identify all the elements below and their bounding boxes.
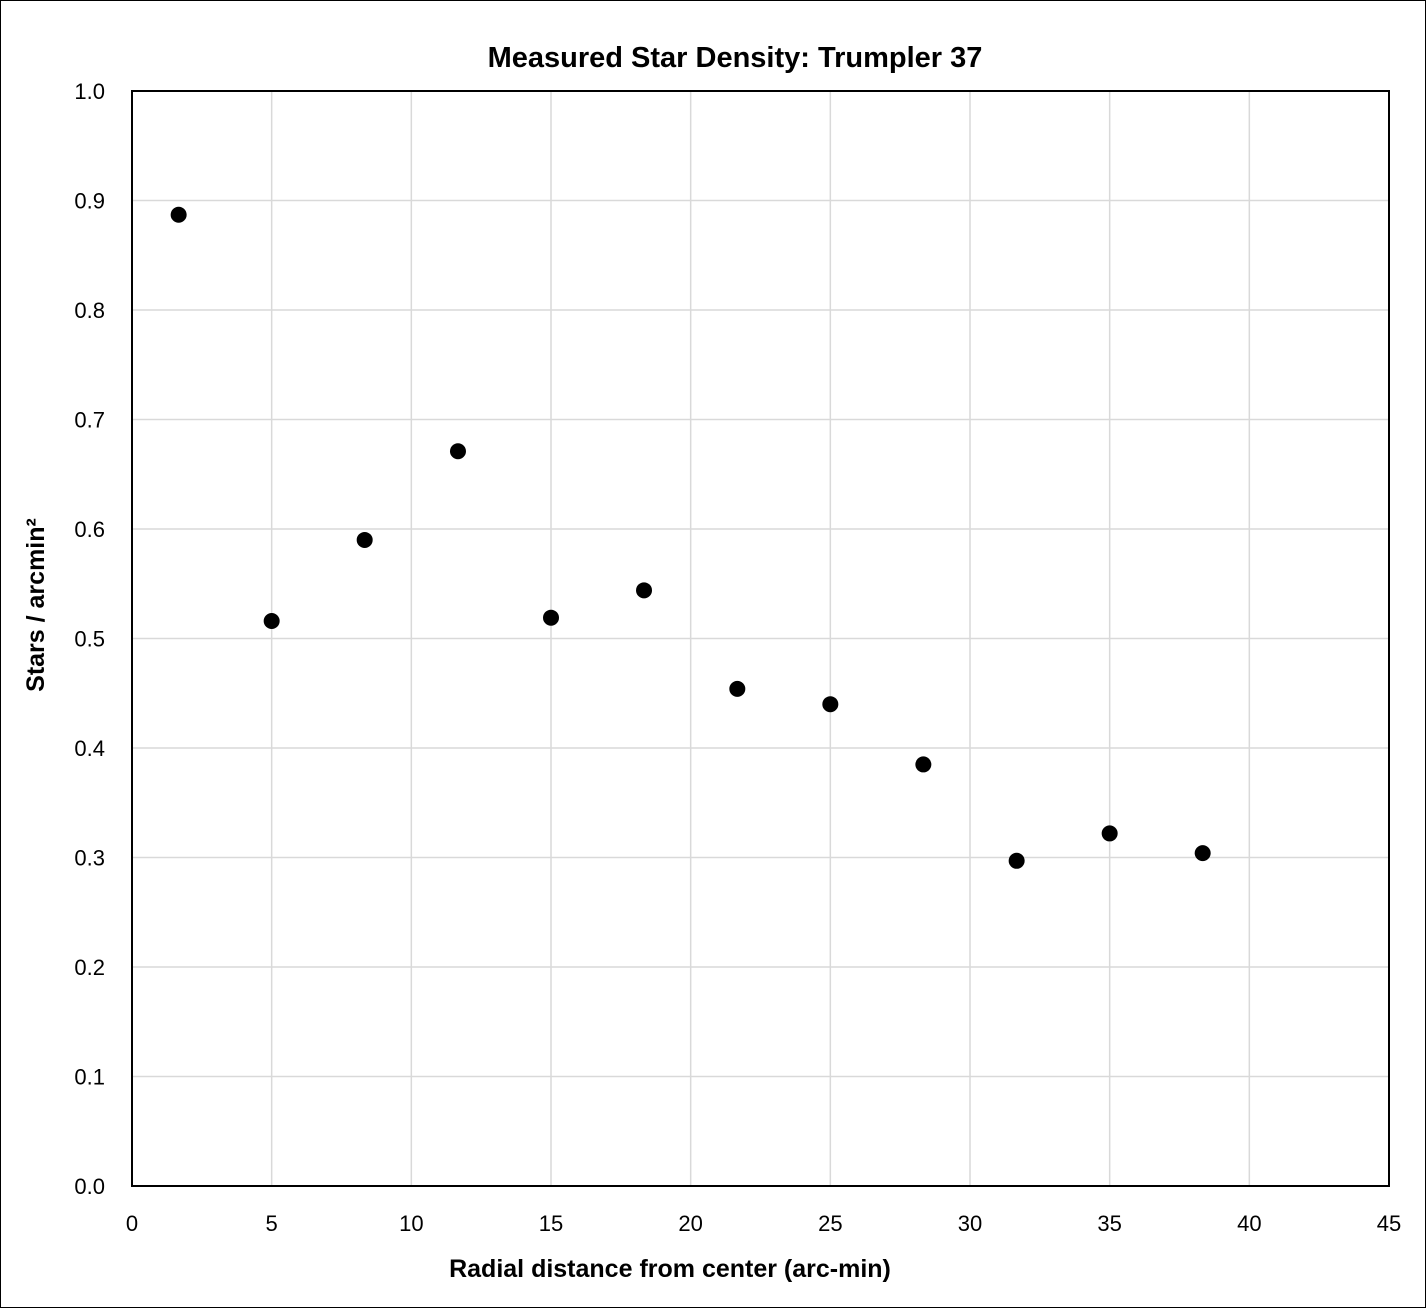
data-point [356, 531, 373, 548]
y-tick-label: 1.0 [74, 79, 105, 104]
y-tick-label: 0.7 [74, 408, 105, 433]
data-points [170, 206, 1211, 869]
y-tick-label: 0.3 [74, 846, 105, 871]
y-tick-label: 0.1 [74, 1065, 105, 1090]
y-tick-label: 0.8 [74, 298, 105, 323]
x-tick-label: 0 [126, 1211, 138, 1236]
data-point [1194, 845, 1211, 862]
x-tick-label: 45 [1377, 1211, 1401, 1236]
plot-area-border [131, 90, 1390, 1187]
data-point [263, 612, 280, 629]
data-point [449, 443, 466, 460]
data-point [822, 696, 839, 713]
y-tick-label: 0.5 [74, 627, 105, 652]
data-point [636, 582, 653, 599]
y-axis-ticks: 0.0 0.1 0.2 0.3 0.4 0.5 0.6 0.7 0.8 0.9 1.0 [74, 79, 105, 1199]
y-tick-label: 0.0 [74, 1174, 105, 1199]
x-tick-label: 15 [539, 1211, 563, 1236]
data-point [729, 680, 746, 697]
x-tick-label: 35 [1097, 1211, 1121, 1236]
x-tick-label: 25 [818, 1211, 842, 1236]
x-tick-label: 5 [266, 1211, 278, 1236]
y-tick-label: 0.4 [74, 736, 105, 761]
data-point [1101, 825, 1118, 842]
x-tick-label: 20 [678, 1211, 702, 1236]
y-tick-label: 0.9 [74, 189, 105, 214]
x-axis-label: Radial distance from center (arc-min) [449, 1255, 891, 1283]
data-point [543, 609, 559, 626]
y-axis-label: Stars / arcmin² [22, 518, 50, 692]
data-point [915, 756, 932, 773]
chart-title: Measured Star Density: Trumpler 37 [488, 42, 983, 74]
x-tick-label: 40 [1237, 1211, 1261, 1236]
x-tick-label: 30 [958, 1211, 982, 1236]
data-point [1008, 852, 1025, 869]
x-axis-ticks: 0 5 10 15 20 25 30 35 40 45 [126, 1211, 1401, 1236]
y-tick-label: 0.6 [74, 517, 105, 542]
data-point [170, 206, 187, 223]
gridlines [132, 91, 1389, 1186]
x-tick-label: 10 [399, 1211, 423, 1236]
y-tick-label: 0.2 [74, 955, 105, 980]
